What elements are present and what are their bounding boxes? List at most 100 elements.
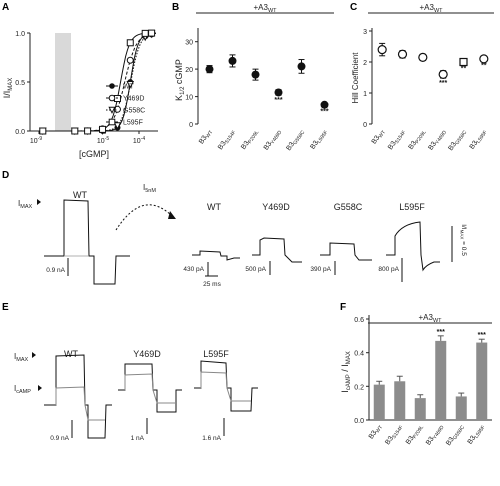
data-point <box>113 95 121 103</box>
data-point <box>126 39 134 47</box>
scale-label-e1: 1 nA <box>131 435 145 442</box>
data-point <box>141 29 149 37</box>
imax-label: IMAX <box>18 199 32 210</box>
legend-label: WT <box>123 84 135 91</box>
category-label: B3L595F <box>469 128 489 152</box>
category-label: B3Y469D <box>425 423 446 448</box>
data-point <box>205 65 214 74</box>
bar <box>394 381 406 420</box>
category-label: B3WT <box>368 423 384 441</box>
shaded-band <box>55 33 71 131</box>
scale-label-d4: 800 pA <box>378 266 399 273</box>
trace-title-e0: WT <box>64 349 78 359</box>
data-point <box>113 122 122 130</box>
imax-arrow-icon <box>37 199 41 205</box>
bar <box>414 398 426 420</box>
trace-g558c-5nm <box>320 242 372 261</box>
trace-l595f-5nm <box>386 221 440 272</box>
legend-label: L595F <box>123 120 143 127</box>
data-point <box>438 69 448 80</box>
y-tick-label: 1.0 <box>15 31 25 38</box>
data-point <box>418 52 428 62</box>
scale-label-d3: 390 pA <box>310 266 331 273</box>
category-label: B3WT <box>198 128 214 146</box>
y-axis-label: Hill Coefficient <box>351 52 360 104</box>
category-label: B3S154F <box>384 423 404 447</box>
data-point <box>109 83 115 89</box>
x-tick-label: 10-5 <box>97 136 109 145</box>
data-point <box>108 106 116 114</box>
panel-letter-b: B <box>172 2 179 13</box>
data-point <box>108 118 116 126</box>
panel-d-traces: IMAX WT 0.9 nA I5nM WT 430 pA 25 ms Y469… <box>18 183 467 288</box>
icamp-label: IcAMP <box>14 384 31 395</box>
category-label: B3P209L <box>405 423 425 447</box>
x-tick-label: 10-4 <box>133 136 145 145</box>
scale-label-d2: 500 pA <box>245 266 266 273</box>
significance-label: ** <box>481 62 487 69</box>
panel-b-chart: +A3WT 0 10 20 30 K1/2 cGMP B3WTB3S154FB3… <box>174 3 334 153</box>
panel-a-chart: 0.0 0.5 1.0 10-9 10-5 10-4 [cGMP] I/IMAX… <box>2 29 158 159</box>
y-tick-label: 0.5 <box>15 80 25 87</box>
trace-title-d3: G558C <box>334 202 363 212</box>
significance-label: ** <box>461 66 467 73</box>
imax-label: IMAX <box>14 352 28 363</box>
ratio-label: I/IMAX = 0.5 <box>460 224 468 256</box>
y-tick-label: 1 <box>363 91 367 98</box>
category-label: B3L595F <box>467 423 487 447</box>
y-tick-label: 0.4 <box>354 351 364 358</box>
trace-wt-camp <box>55 386 105 421</box>
data-point <box>99 125 107 133</box>
significance-label: *** <box>437 329 445 336</box>
data-point <box>71 127 79 135</box>
data-point <box>479 54 489 64</box>
dotted-arrow <box>115 204 173 231</box>
i5nm-label: I5nM <box>143 183 156 194</box>
y-axis-label: IcAMP / IMAX <box>340 351 352 393</box>
category-label: B3S154F <box>387 128 407 152</box>
category-label: B3Y469D <box>427 128 448 153</box>
data-point <box>126 81 135 89</box>
y-tick-label: 0.0 <box>15 129 25 136</box>
y-tick-label: 0.0 <box>354 418 364 425</box>
y-tick-label: 3 <box>363 29 367 36</box>
category-label: B3L595F <box>309 128 329 152</box>
y-tick-label: 0.6 <box>354 317 364 324</box>
data-point <box>228 56 237 65</box>
category-label: B3WT <box>371 128 387 146</box>
trace-title-d0: WT <box>73 190 87 200</box>
bar <box>455 396 467 420</box>
legend-label: Y469D <box>123 96 144 103</box>
category-label: B3S154F <box>217 128 237 152</box>
group-title: +A3WT <box>418 313 442 324</box>
trace-title-d4: L595F <box>399 202 425 212</box>
trace-l595f-camp <box>200 371 251 402</box>
category-label: B3Y469D <box>263 128 284 153</box>
trace-y469d-camp <box>124 373 176 404</box>
category-label: B3G558C <box>445 423 466 448</box>
data-point <box>251 70 260 79</box>
bar <box>476 342 488 420</box>
data-point <box>39 127 47 135</box>
data-point <box>113 105 121 113</box>
trace-y469d-imax <box>118 363 182 413</box>
data-point <box>320 100 329 109</box>
trace-wt-imax <box>44 199 130 285</box>
icamp-arrow-icon <box>38 385 42 391</box>
y-tick-label: 0 <box>363 122 367 129</box>
y-tick-label: 0 <box>189 122 193 129</box>
data-point <box>84 127 92 135</box>
category-label: B3P209L <box>240 128 260 152</box>
category-label: B3G558C <box>285 128 306 153</box>
group-title: +A3WT <box>419 3 443 14</box>
significance-label: *** <box>478 332 486 339</box>
data-point <box>274 88 283 97</box>
panel-letter-d: D <box>2 170 9 181</box>
panel-f-chart: +A3WT 0.0 0.2 0.4 0.6 IcAMP / IMAX B3WTB… <box>340 313 492 448</box>
trace-wt-5nm <box>192 250 240 261</box>
scale-label-e0: 0.9 nA <box>50 435 69 442</box>
y-tick-label: 20 <box>185 67 193 74</box>
trace-title-d2: Y469D <box>262 202 290 212</box>
legend-label: G558C <box>123 108 145 115</box>
data-point <box>297 62 306 71</box>
